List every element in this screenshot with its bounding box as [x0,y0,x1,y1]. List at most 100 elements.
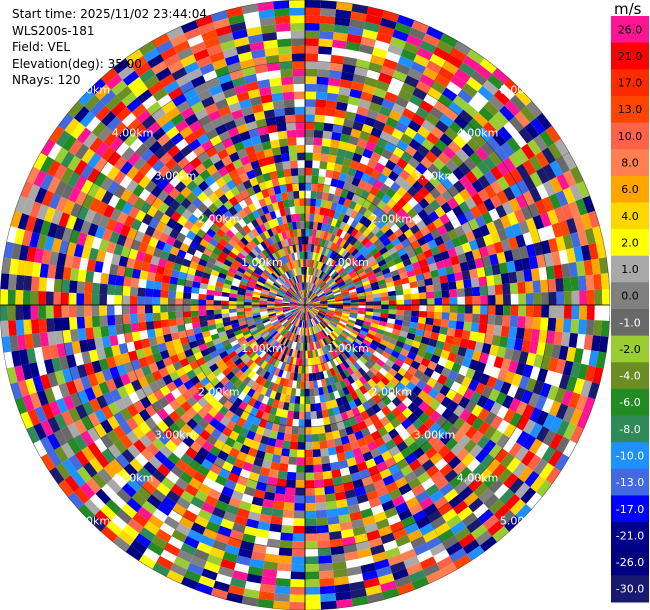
velocity-cell [440,282,450,291]
velocity-cell [426,132,440,146]
velocity-cell [479,246,490,258]
velocity-cell [384,507,399,519]
velocity-cell [309,292,315,300]
velocity-cell [315,315,322,322]
velocity-cell [448,101,464,116]
velocity-cell [214,290,223,297]
velocity-cell [305,411,311,420]
velocity-cell [225,454,237,466]
velocity-cell [236,91,250,102]
velocity-cell [381,385,392,396]
velocity-cell [383,422,395,433]
velocity-cell [84,234,95,248]
velocity-cell [275,309,283,313]
velocity-cell [301,358,305,366]
velocity-cell [338,140,349,151]
velocity-cell [255,118,267,129]
velocity-cell [292,295,300,301]
velocity-cell [527,392,540,408]
velocity-cell [305,571,320,580]
velocity-cell [76,281,86,294]
velocity-cell [320,222,327,232]
velocity-cell [283,502,295,511]
velocity-cell [591,335,601,352]
velocity-cell [350,228,359,238]
velocity-cell [315,91,328,101]
velocity-cell [77,389,90,405]
velocity-cell [30,305,39,320]
velocity-cell [283,238,290,247]
velocity-cell [219,350,229,359]
velocity-cell [504,493,521,510]
velocity-cell [249,558,265,569]
velocity-cell [421,336,431,346]
velocity-cell [274,15,291,25]
velocity-cell [74,419,88,435]
velocity-cell [377,324,387,331]
velocity-cell [246,212,256,222]
velocity-cell [212,539,228,552]
velocity-cell [430,269,440,279]
velocity-cell [14,396,28,415]
range-label: 3.00km [414,170,456,183]
velocity-cell [309,327,313,335]
velocity-cell [265,116,277,126]
velocity-cell [290,571,305,580]
velocity-cell [61,317,70,331]
velocity-cell [388,153,401,165]
velocity-cell [305,15,321,24]
velocity-cell [520,450,536,467]
velocity-cell [311,308,319,312]
velocity-cell [194,269,204,278]
velocity-cell [448,121,464,136]
velocity-cell [354,379,364,389]
velocity-cell [201,568,218,581]
velocity-cell [264,47,279,57]
velocity-cell [224,380,234,390]
velocity-cell [365,297,374,302]
velocity-cell [273,107,286,117]
velocity-cell [157,463,171,477]
velocity-cell [319,578,335,587]
velocity-cell [511,349,522,363]
velocity-cell [332,476,344,486]
velocity-cell [235,555,252,567]
velocity-cell [30,318,40,334]
velocity-cell [274,333,282,341]
velocity-cell [285,254,291,263]
velocity-cell [331,261,339,270]
velocity-cell [219,267,229,275]
velocity-cell [542,180,556,197]
velocity-cell [331,349,339,358]
velocity-cell [548,237,559,253]
velocity-cell [290,22,305,31]
velocity-cell [339,362,347,372]
velocity-cell [283,99,295,108]
velocity-cell [280,256,287,265]
velocity-cell [502,201,514,216]
velocity-cell [301,228,305,237]
velocity-cell [387,367,398,377]
velocity-cell [259,368,267,378]
velocity-cell [198,293,207,300]
velocity-cell [515,270,525,283]
velocity-cell [358,298,366,303]
velocity-cell [520,205,533,221]
velocity-cell [121,146,136,162]
velocity-cell [373,479,386,491]
velocity-cell [525,100,543,118]
velocity-cell [282,440,291,450]
velocity-cell [291,277,296,285]
velocity-cell [307,358,312,366]
velocity-cell [502,305,511,316]
velocity-cell [259,297,268,302]
velocity-cell [236,308,245,313]
velocity-cell [8,320,17,337]
velocity-cell [305,335,307,344]
velocity-cell [375,229,385,239]
velocity-cell [126,165,140,180]
velocity-cell [281,274,288,282]
velocity-cell [411,385,423,397]
velocity-cell [482,79,499,96]
velocity-cell [8,273,17,290]
